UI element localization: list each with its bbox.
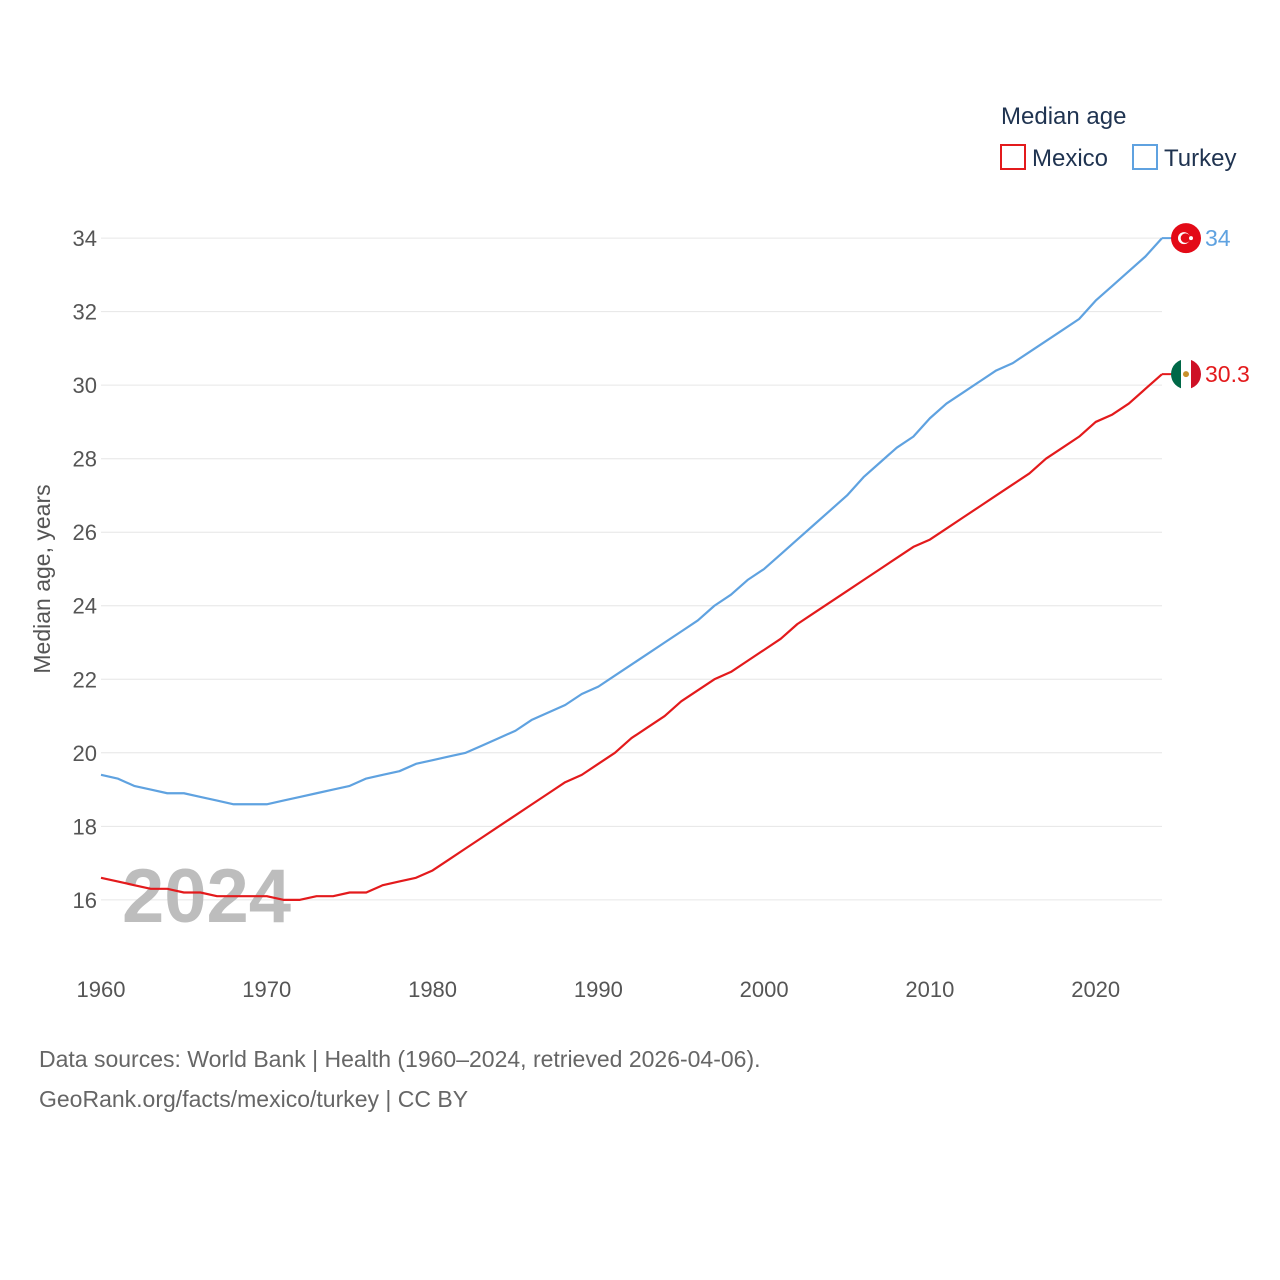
x-tick-label: 2020 xyxy=(1071,977,1120,1002)
end-value-label-turkey: 34 xyxy=(1205,225,1231,251)
y-tick-label: 28 xyxy=(73,447,97,472)
y-axis-ticks: 16 18 20 22 24 26 28 30 32 34 xyxy=(73,226,97,913)
y-tick-label: 18 xyxy=(73,814,97,839)
legend-title: Median age xyxy=(1001,103,1126,130)
legend-swatch-turkey xyxy=(1132,144,1158,170)
x-tick-label: 2010 xyxy=(905,977,954,1002)
emblem xyxy=(1183,371,1189,378)
turkey-flag-icon xyxy=(1171,223,1201,254)
flag-stripes xyxy=(1171,359,1201,390)
legend-swatch-mexico xyxy=(1000,144,1026,170)
y-tick-label: 24 xyxy=(73,594,97,619)
legend-item-turkey[interactable]: Turkey xyxy=(1132,144,1236,172)
x-tick-label: 1970 xyxy=(242,977,291,1002)
star xyxy=(1189,236,1193,241)
y-tick-label: 34 xyxy=(73,226,97,251)
end-markers: 30.3 34 xyxy=(1162,223,1250,390)
y-tick-label: 30 xyxy=(73,373,97,398)
median-age-line-chart: 16 18 20 22 24 26 28 30 32 34 1960 1970 1980 1990 200… xyxy=(29,103,1250,1002)
legend: Median age Mexico Turkey xyxy=(1000,103,1236,172)
y-tick-label: 20 xyxy=(73,741,97,766)
x-tick-label: 1990 xyxy=(574,977,623,1002)
x-tick-label: 1960 xyxy=(77,977,126,1002)
legend-label-mexico: Mexico xyxy=(1032,145,1108,172)
series-lines xyxy=(100,237,1163,901)
mexico-flag-icon xyxy=(1171,359,1201,390)
y-tick-label: 16 xyxy=(73,888,97,913)
series-line-mexico[interactable] xyxy=(100,373,1163,901)
source-credit: GeoRank.org/facts/mexico/turkey | CC BY xyxy=(39,1086,469,1112)
y-tick-label: 32 xyxy=(73,300,97,325)
x-tick-label: 2000 xyxy=(740,977,789,1002)
crescent-inner xyxy=(1180,233,1191,243)
stripe-red xyxy=(1191,359,1201,390)
legend-label-turkey: Turkey xyxy=(1164,145,1236,172)
series-line-turkey[interactable] xyxy=(100,237,1163,806)
y-axis-title: Median age, years xyxy=(29,484,55,673)
y-tick-label: 22 xyxy=(73,667,97,692)
data-sources-note: Data sources: World Bank | Health (1960–… xyxy=(39,1046,761,1072)
stripe-green xyxy=(1171,359,1181,390)
end-value-label-mexico: 30.3 xyxy=(1205,361,1250,387)
legend-item-mexico[interactable]: Mexico xyxy=(1000,144,1108,172)
y-tick-label: 26 xyxy=(73,520,97,545)
x-axis-ticks: 1960 1970 1980 1990 2000 2010 2020 xyxy=(77,977,1121,1002)
x-tick-label: 1980 xyxy=(408,977,457,1002)
grid-lines xyxy=(101,237,1162,901)
